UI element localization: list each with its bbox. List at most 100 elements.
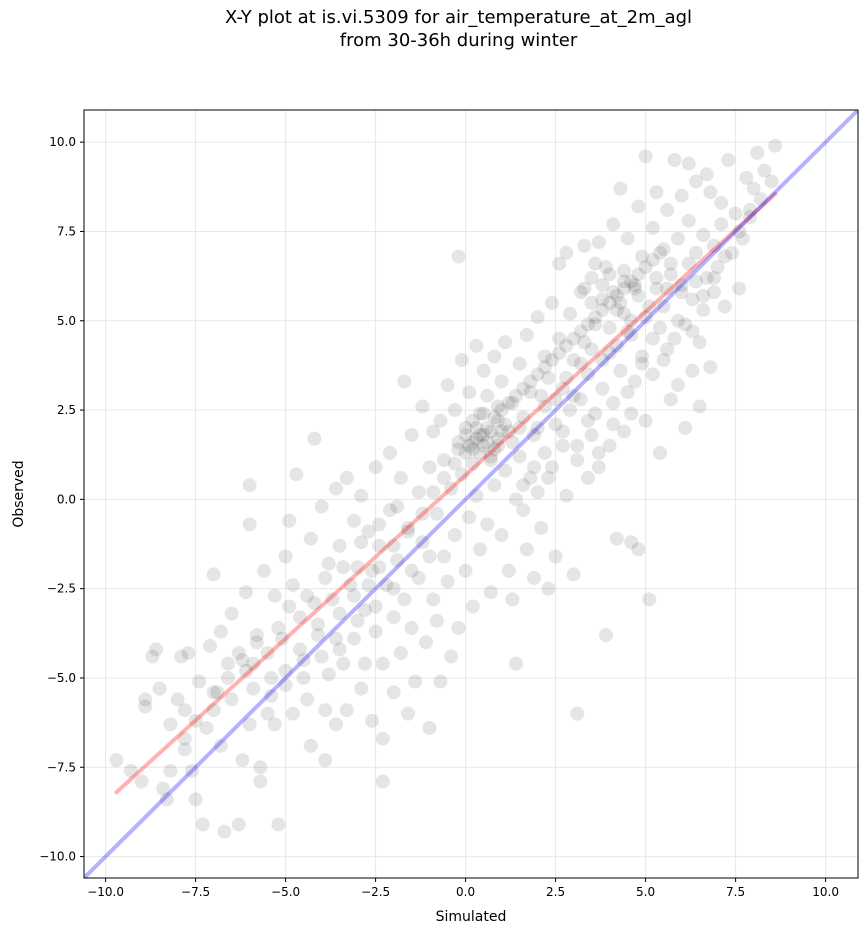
- data-point: [681, 156, 696, 171]
- data-point: [635, 349, 649, 364]
- data-point: [757, 163, 772, 178]
- data-point: [512, 356, 527, 371]
- data-point: [581, 367, 595, 382]
- data-point: [372, 517, 387, 532]
- data-point: [595, 353, 610, 368]
- x-tick-label: 10.0: [812, 885, 839, 899]
- data-point: [465, 435, 480, 450]
- data-point: [307, 431, 322, 446]
- data-point: [638, 260, 653, 275]
- data-point: [577, 238, 592, 253]
- data-point: [537, 360, 552, 375]
- data-point: [239, 663, 253, 678]
- data-point: [505, 435, 520, 450]
- data-point: [642, 299, 657, 314]
- data-point: [573, 392, 588, 407]
- axis-ticks: −10.0 −7.5 −5.0 −2.5 0.0 2.5 5.0 7.5 10.0 −10.0 −7…: [39, 135, 839, 899]
- y-tick-label: 5.0: [57, 314, 76, 328]
- data-point: [354, 488, 369, 503]
- data-point: [566, 353, 581, 368]
- data-point: [545, 295, 559, 310]
- data-point: [609, 303, 624, 318]
- data-point: [145, 649, 160, 664]
- data-point: [645, 331, 660, 346]
- data-point: [289, 467, 304, 482]
- data-point: [433, 413, 448, 428]
- data-point: [473, 542, 487, 557]
- data-point: [390, 553, 405, 568]
- data-point: [656, 299, 671, 314]
- data-point: [350, 613, 365, 628]
- chart-title-line-1: X-Y plot at is.vi.5309 for air_temperatu…: [224, 7, 693, 28]
- data-point: [221, 656, 235, 671]
- data-point: [527, 570, 541, 585]
- data-point: [527, 460, 541, 475]
- data-point: [559, 245, 574, 260]
- data-point: [649, 270, 664, 285]
- data-point: [559, 338, 574, 353]
- data-point: [660, 342, 675, 357]
- data-point: [671, 231, 685, 246]
- data-point: [581, 317, 595, 332]
- data-point: [537, 445, 552, 460]
- data-point: [606, 395, 621, 410]
- data-point: [422, 720, 437, 735]
- data-point: [325, 592, 340, 607]
- data-point: [206, 703, 221, 718]
- data-point: [455, 467, 469, 482]
- data-point: [185, 763, 199, 778]
- data-point: [530, 367, 545, 382]
- data-point: [177, 731, 192, 746]
- plot-frame: [83, 109, 859, 879]
- grid: [84, 110, 858, 878]
- data-point: [426, 485, 441, 500]
- data-point: [401, 520, 415, 535]
- data-point: [260, 706, 275, 721]
- data-point: [645, 253, 660, 268]
- data-point: [422, 460, 437, 475]
- data-point: [246, 681, 261, 696]
- data-point: [642, 592, 657, 607]
- data-point: [573, 356, 588, 371]
- reference-lines: [84, 110, 858, 878]
- data-point: [336, 656, 351, 671]
- data-point: [332, 538, 347, 553]
- data-point: [393, 645, 408, 660]
- data-point: [451, 435, 466, 450]
- data-point: [631, 542, 646, 557]
- data-point: [469, 338, 484, 353]
- data-point: [624, 406, 639, 421]
- data-point: [696, 303, 711, 318]
- data-point: [224, 692, 239, 707]
- data-point: [523, 470, 538, 485]
- data-point: [505, 395, 520, 410]
- data-point: [699, 270, 714, 285]
- y-tick-label: −2.5: [47, 582, 76, 596]
- data-point: [469, 488, 484, 503]
- data-point: [552, 256, 567, 271]
- data-point: [401, 524, 415, 539]
- data-point: [411, 485, 426, 500]
- data-point: [606, 417, 621, 432]
- data-point: [555, 438, 570, 453]
- data-point: [624, 328, 639, 343]
- data-point: [372, 560, 387, 575]
- data-point: [465, 442, 480, 457]
- data-point: [163, 763, 178, 778]
- data-point: [635, 356, 649, 371]
- data-point: [271, 620, 286, 635]
- data-point: [707, 285, 721, 300]
- data-point: [599, 260, 613, 275]
- data-point: [703, 185, 718, 200]
- data-point: [174, 649, 189, 664]
- data-point: [350, 560, 365, 575]
- data-point: [530, 485, 545, 500]
- data-point: [242, 517, 257, 532]
- data-point: [548, 417, 563, 432]
- data-point: [624, 535, 639, 550]
- data-point: [483, 453, 498, 468]
- data-point: [620, 231, 635, 246]
- data-point: [523, 385, 538, 400]
- y-tick-label: −5.0: [47, 671, 76, 685]
- data-point: [613, 295, 628, 310]
